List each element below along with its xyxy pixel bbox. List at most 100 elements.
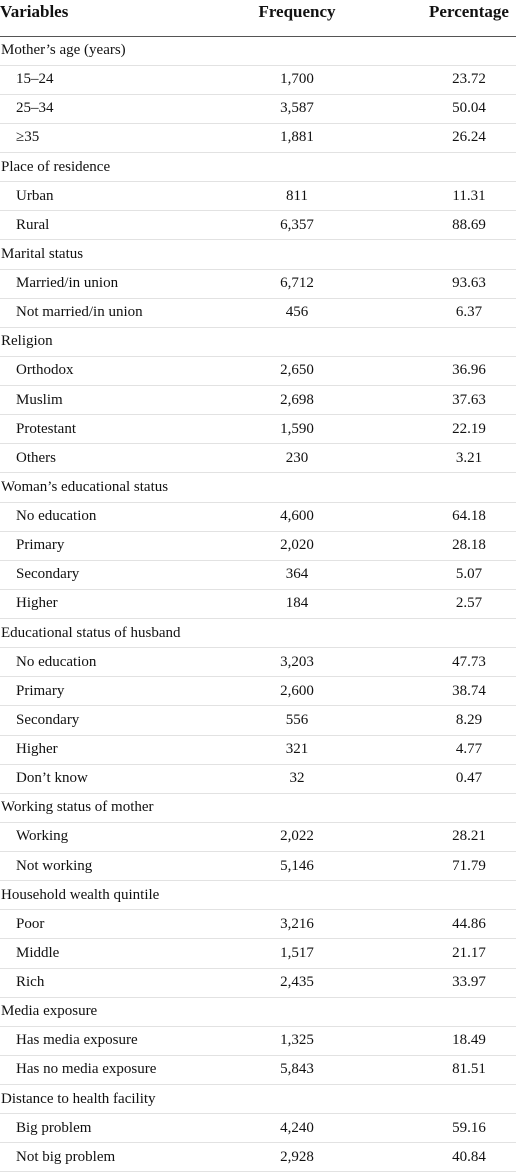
frequency-cell: 2,020 [232,531,362,561]
frequency-cell: 2,698 [232,385,362,416]
data-row: Others 230 3.21 [0,443,516,474]
frequency-cell: 3,587 [232,94,362,124]
section-label: Working status of mother [0,793,232,823]
category-label: 15–24 [0,65,232,95]
section-row: Distance to health facility [0,1084,516,1115]
empty-cell [362,793,516,823]
data-row: Married/in union 6,712 93.63 [0,269,516,299]
frequency-cell: 2,650 [232,356,362,387]
category-label: Muslim [0,385,232,416]
category-label: Urban [0,181,232,212]
frequency-cell: 6,357 [232,210,362,241]
data-row: ≥35 1,881 26.24 [0,123,516,154]
category-label: Has no media exposure [0,1055,232,1086]
category-label: Primary [0,676,232,707]
section-row: Religion [0,327,516,357]
category-label: No education [0,647,232,678]
data-row: 15–24 1,700 23.72 [0,65,516,95]
frequency-cell: 2,435 [232,968,362,998]
percentage-cell: 26.24 [362,123,516,154]
empty-cell [362,472,516,503]
section-row: Mother’s age (years) [0,36,516,66]
data-row: No education 3,203 47.73 [0,647,516,678]
percentage-cell: 0.47 [362,764,516,794]
frequency-cell: 230 [232,443,362,474]
percentage-cell: 37.63 [362,385,516,416]
percentage-cell: 2.57 [362,589,516,620]
section-row: Working status of mother [0,793,516,823]
percentage-cell: 59.16 [362,1113,516,1144]
frequency-cell: 321 [232,735,362,765]
frequency-cell: 1,881 [232,123,362,154]
category-label: ≥35 [0,123,232,154]
data-row: Orthodox 2,650 36.96 [0,356,516,387]
section-row: Educational status of husband [0,618,516,649]
category-label: Poor [0,909,232,940]
percentage-cell: 38.74 [362,676,516,707]
section-label: Religion [0,327,232,357]
frequency-cell: 184 [232,589,362,620]
empty-cell [362,1084,516,1115]
data-row: 25–34 3,587 50.04 [0,94,516,124]
empty-cell [232,327,362,357]
percentage-cell: 18.49 [362,1026,516,1056]
table-body: Mother’s age (years) 15–24 1,700 23.72 25–34… [0,36,516,1173]
percentage-cell: 3.21 [362,443,516,474]
section-row: Place of residence [0,152,516,183]
category-label: Primary [0,531,232,561]
frequency-cell: 3,203 [232,647,362,678]
frequency-cell: 6,712 [232,269,362,299]
category-label: Rich [0,968,232,998]
empty-cell [362,997,516,1027]
percentage-cell: 40.84 [362,1142,516,1173]
data-row: Protestant 1,590 22.19 [0,414,516,445]
data-row: Not big problem 2,928 40.84 [0,1142,516,1173]
column-header: Percentage [362,0,516,37]
data-row: Not married/in union 456 6.37 [0,298,516,328]
data-row: Not working 5,146 71.79 [0,851,516,882]
percentage-cell: 33.97 [362,968,516,998]
empty-cell [232,1084,362,1115]
data-row: Higher 321 4.77 [0,735,516,765]
empty-cell [362,880,516,911]
category-label: Not working [0,851,232,882]
frequency-cell: 1,517 [232,938,362,969]
empty-cell [362,618,516,649]
frequency-cell: 32 [232,764,362,794]
section-label: Educational status of husband [0,618,232,649]
frequency-cell: 4,600 [232,502,362,532]
empty-cell [362,36,516,66]
data-row: Higher 184 2.57 [0,589,516,620]
percentage-cell: 81.51 [362,1055,516,1086]
percentage-cell: 44.86 [362,909,516,940]
category-label: Don’t know [0,764,232,794]
data-row: Rural 6,357 88.69 [0,210,516,241]
category-label: Higher [0,735,232,765]
data-row: Don’t know 32 0.47 [0,764,516,794]
header-row: Variables Frequency Percentage [0,0,516,37]
percentage-cell: 28.18 [362,531,516,561]
percentage-cell: 36.96 [362,356,516,387]
percentage-cell: 23.72 [362,65,516,95]
data-row: Muslim 2,698 37.63 [0,385,516,416]
frequency-cell: 1,700 [232,65,362,95]
frequency-cell: 2,600 [232,676,362,707]
category-label: Middle [0,938,232,969]
frequency-cell: 364 [232,560,362,590]
category-label: Secondary [0,560,232,590]
empty-cell [232,618,362,649]
data-row: Has media exposure 1,325 18.49 [0,1026,516,1056]
frequency-cell: 2,928 [232,1142,362,1173]
frequency-cell: 5,146 [232,851,362,882]
percentage-cell: 64.18 [362,502,516,532]
data-row: Working 2,022 28.21 [0,822,516,853]
percentage-cell: 28.21 [362,822,516,853]
percentage-cell: 8.29 [362,705,516,736]
frequency-cell: 4,240 [232,1113,362,1144]
category-label: Others [0,443,232,474]
category-label: Rural [0,210,232,241]
section-label: Household wealth quintile [0,880,232,911]
empty-cell [232,472,362,503]
